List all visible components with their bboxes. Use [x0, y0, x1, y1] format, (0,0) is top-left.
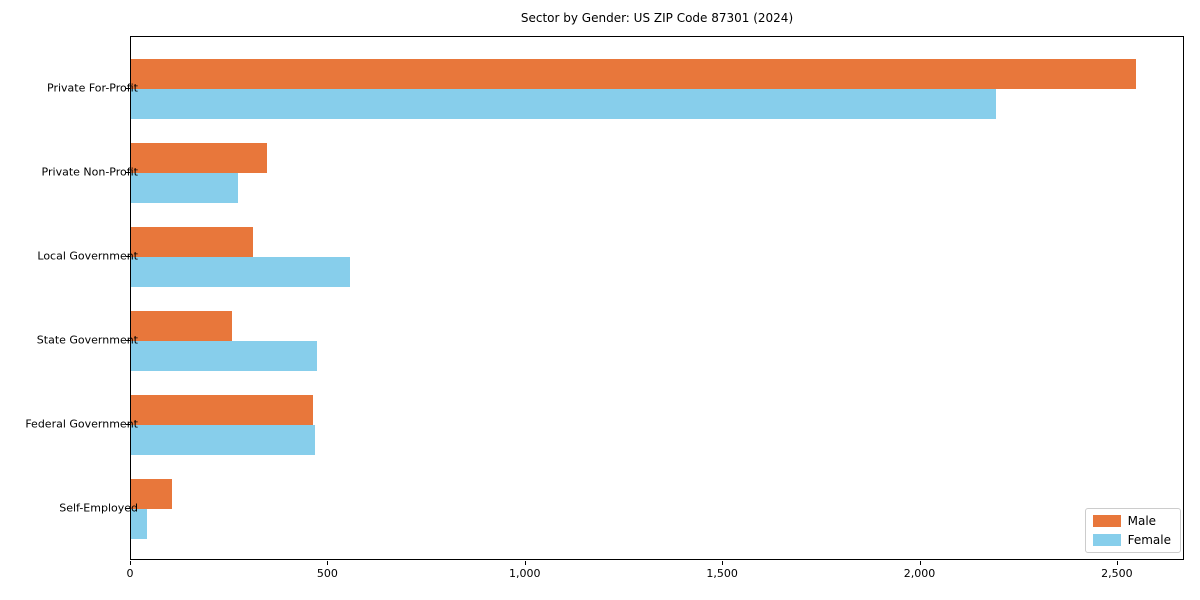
ytick-mark-6: [126, 508, 130, 510]
bar-male-1: [131, 58, 1136, 89]
ytick-mark-2: [126, 171, 130, 173]
legend-swatch-female-icon: [1092, 534, 1121, 546]
ytick-label-4: State Government: [36, 333, 138, 347]
xtick-mark-3: [524, 561, 526, 565]
ytick-mark-4: [126, 340, 130, 341]
xtick-mark-2: [327, 561, 329, 565]
ytick-mark-1: [126, 87, 130, 89]
ytick-label-1: Private For-Profit: [47, 81, 138, 95]
legend-label-male: Male: [1127, 514, 1157, 528]
bar-female-2: [131, 172, 238, 203]
legend: Male Female: [1084, 508, 1181, 553]
bar-female-5: [131, 425, 315, 455]
xtick-label-2: 500: [316, 567, 338, 580]
ytick-mark-3: [126, 255, 130, 257]
legend-item-female: Female: [1092, 533, 1171, 547]
ytick-mark-5: [126, 424, 130, 425]
bar-male-5: [131, 395, 313, 425]
bar-female-1: [131, 88, 996, 119]
xtick-label-3: 1,000: [509, 567, 541, 580]
xtick-mark-4: [722, 561, 724, 565]
ytick-label-5: Federal Government: [25, 417, 138, 431]
plot-area: [130, 36, 1184, 560]
bar-female-3: [131, 256, 351, 287]
xtick-label-5: 2,000: [903, 567, 936, 580]
xtick-mark-6: [1116, 561, 1118, 565]
bar-female-6: [131, 509, 147, 540]
xtick-mark-1: [130, 561, 131, 565]
bar-male-3: [131, 226, 254, 257]
xtick-label-4: 1,500: [706, 567, 738, 580]
legend-swatch-male-icon: [1092, 515, 1121, 527]
xtick-label-1: 0: [126, 567, 134, 580]
ytick-label-6: Self-Employed: [59, 501, 138, 515]
ytick-label-2: Private Non-Profit: [41, 165, 138, 179]
bar-male-6: [131, 479, 173, 510]
legend-item-male: Male: [1092, 514, 1171, 528]
bar-male-2: [131, 142, 268, 173]
legend-label-female: Female: [1127, 533, 1171, 547]
chart-title: Sector by Gender: US ZIP Code 87301 (202…: [520, 11, 794, 25]
bar-female-4: [131, 341, 317, 371]
bar-male-4: [131, 311, 232, 341]
ytick-label-3: Local Government: [37, 249, 138, 263]
xtick-mark-5: [919, 561, 921, 565]
xtick-label-6: 2,500: [1101, 567, 1133, 580]
